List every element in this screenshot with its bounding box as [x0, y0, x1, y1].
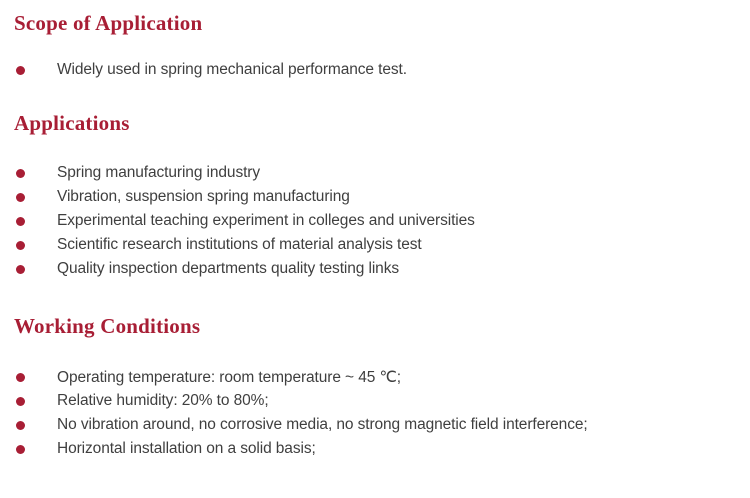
bullet-icon	[16, 264, 25, 274]
bullet-icon	[16, 168, 25, 178]
list-item-text: Experimental teaching experiment in coll…	[57, 212, 475, 229]
list-item: Experimental teaching experiment in coll…	[0, 209, 475, 233]
list-item: Operating temperature: room temperature …	[0, 365, 401, 389]
bullet-icon	[16, 216, 25, 226]
list-item-text: Scientific research institutions of mate…	[57, 236, 422, 253]
list-item-text: Relative humidity: 20% to 80%;	[57, 392, 269, 409]
bullet-icon	[16, 65, 25, 75]
list-item: No vibration around, no corrosive media,…	[0, 413, 588, 437]
list-item: Widely used in spring mechanical perform…	[0, 58, 407, 82]
list-item: Scientific research institutions of mate…	[0, 233, 422, 257]
bullet-icon	[16, 372, 25, 382]
list-item: Vibration, suspension spring manufacturi…	[0, 185, 350, 209]
bullet-icon	[16, 240, 25, 250]
list-item: Relative humidity: 20% to 80%;	[0, 389, 269, 413]
bullet-icon	[16, 444, 25, 454]
list-item: Horizontal installation on a solid basis…	[0, 437, 316, 461]
bullet-icon	[16, 420, 25, 430]
section-title-working-conditions: Working Conditions	[14, 314, 201, 338]
list-item-text: Vibration, suspension spring manufacturi…	[57, 188, 350, 205]
list-item: Quality inspection departments quality t…	[0, 257, 399, 281]
list-item-text: Widely used in spring mechanical perform…	[57, 61, 407, 78]
list-item-text: Operating temperature: room temperature …	[57, 368, 401, 386]
bullet-icon	[16, 396, 25, 406]
list-item-text: No vibration around, no corrosive media,…	[57, 416, 588, 433]
section-title-scope-of-application: Scope of Application	[14, 11, 203, 35]
list-item-text: Horizontal installation on a solid basis…	[57, 440, 316, 457]
bullet-icon	[16, 192, 25, 202]
section-title-applications: Applications	[14, 111, 130, 135]
list-item-text: Spring manufacturing industry	[57, 164, 261, 181]
list-item: Spring manufacturing industry	[0, 161, 260, 185]
list-item-text: Quality inspection departments quality t…	[57, 260, 400, 277]
